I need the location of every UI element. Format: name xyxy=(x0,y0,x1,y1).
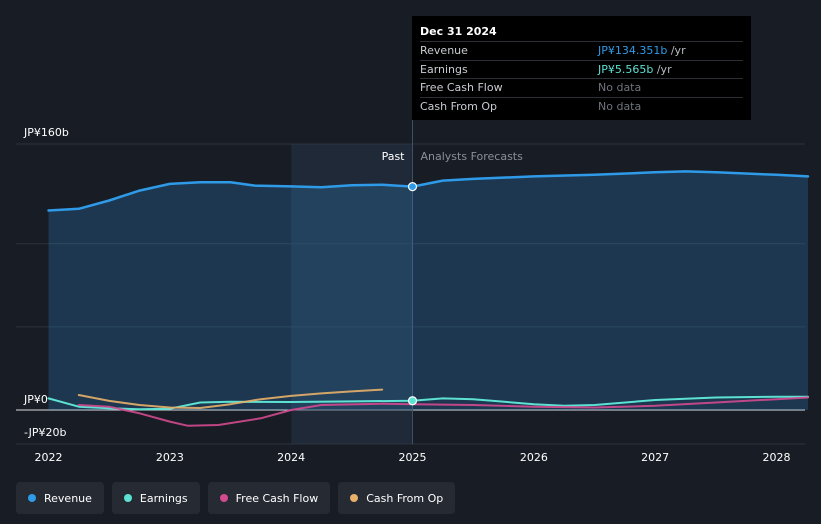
x-tick-label: 2028 xyxy=(763,451,791,464)
tooltip-value-number: No data xyxy=(598,99,642,113)
marker-earnings xyxy=(407,396,418,406)
x-tick-label: 2022 xyxy=(35,451,63,464)
series-line-revenue xyxy=(47,170,810,212)
revenue-area xyxy=(48,171,808,410)
legend-dot-icon xyxy=(219,494,228,502)
tooltip-row-label: Earnings xyxy=(420,62,468,76)
legend-dot-icon xyxy=(350,494,359,502)
tooltip-value-unit: /yr xyxy=(667,44,686,57)
tooltip-row-label: Revenue xyxy=(420,44,468,57)
series-line-free-cash-flow xyxy=(77,396,809,427)
y-tick-label: -JP¥20b xyxy=(24,426,66,439)
x-tick-labels: 2022 2023 2024 2025 2026 2027 2028 xyxy=(35,451,791,464)
tooltip-value-number: JP¥5.565b xyxy=(598,62,654,76)
hover-markers xyxy=(407,182,418,406)
legend-dot-icon xyxy=(123,494,132,502)
x-tick-label: 2026 xyxy=(520,451,548,464)
tooltip-value-number: JP¥134.351b xyxy=(598,44,668,57)
x-tick-label: 2027 xyxy=(641,451,669,464)
tooltip-row: Cash From Op No data xyxy=(420,96,743,116)
legend-item-cash-from-op[interactable]: Cash From Op xyxy=(338,482,456,514)
tooltip-row: Earnings JP¥5.565b /yr xyxy=(420,59,743,79)
tooltip-row-value: JP¥134.351b /yr xyxy=(598,42,686,60)
tooltip-rows: Revenue JP¥134.351b /yr Earnings JP¥5.565b … xyxy=(420,41,743,115)
legend-label: Free Cash Flow xyxy=(235,491,319,505)
legend-label: Revenue xyxy=(44,491,92,505)
x-tick-label: 2025 xyxy=(399,451,427,464)
forecast-label: Analysts Forecasts xyxy=(421,150,524,163)
y-tick-labels: JP¥160b JP¥0 -JP¥20b xyxy=(23,126,69,439)
legend-item-free-cash-flow[interactable]: Free Cash Flow xyxy=(207,482,331,514)
tooltip-row-label: Cash From Op xyxy=(420,99,498,113)
tooltip-value-number: No data xyxy=(598,81,642,94)
marker-revenue xyxy=(407,182,418,192)
tooltip-row-value: No data xyxy=(598,98,641,116)
tooltip-row-value: No data xyxy=(598,79,641,97)
tooltip: Dec 31 2024 Revenue JP¥134.351b /yr Earnin… xyxy=(412,16,751,120)
tooltip-row-label: Free Cash Flow xyxy=(420,81,503,94)
past-label: Past xyxy=(382,150,406,163)
y-tick-label: JP¥0 xyxy=(23,393,48,406)
legend-label: Earnings xyxy=(139,491,188,505)
legend-item-earnings[interactable]: Earnings xyxy=(111,482,200,514)
tooltip-row: Free Cash Flow No data xyxy=(420,78,743,97)
tooltip-value-unit: /yr xyxy=(653,62,672,76)
tooltip-row: Revenue JP¥134.351b /yr xyxy=(420,41,743,60)
legend-dot-icon xyxy=(28,494,36,502)
legend-item-revenue[interactable]: Revenue xyxy=(16,482,104,514)
legend: Revenue Earnings Free Cash Flow Cash From O… xyxy=(16,482,456,514)
y-tick-label: JP¥160b xyxy=(23,126,69,139)
series-areas xyxy=(48,171,808,410)
x-tick-label: 2024 xyxy=(277,451,305,464)
legend-label: Cash From Op xyxy=(366,491,444,505)
series-line-cash-from-op xyxy=(77,388,384,409)
x-tick-label: 2023 xyxy=(156,451,184,464)
tooltip-date: Dec 31 2024 xyxy=(420,25,497,38)
tooltip-row-value: JP¥5.565b /yr xyxy=(598,61,672,79)
